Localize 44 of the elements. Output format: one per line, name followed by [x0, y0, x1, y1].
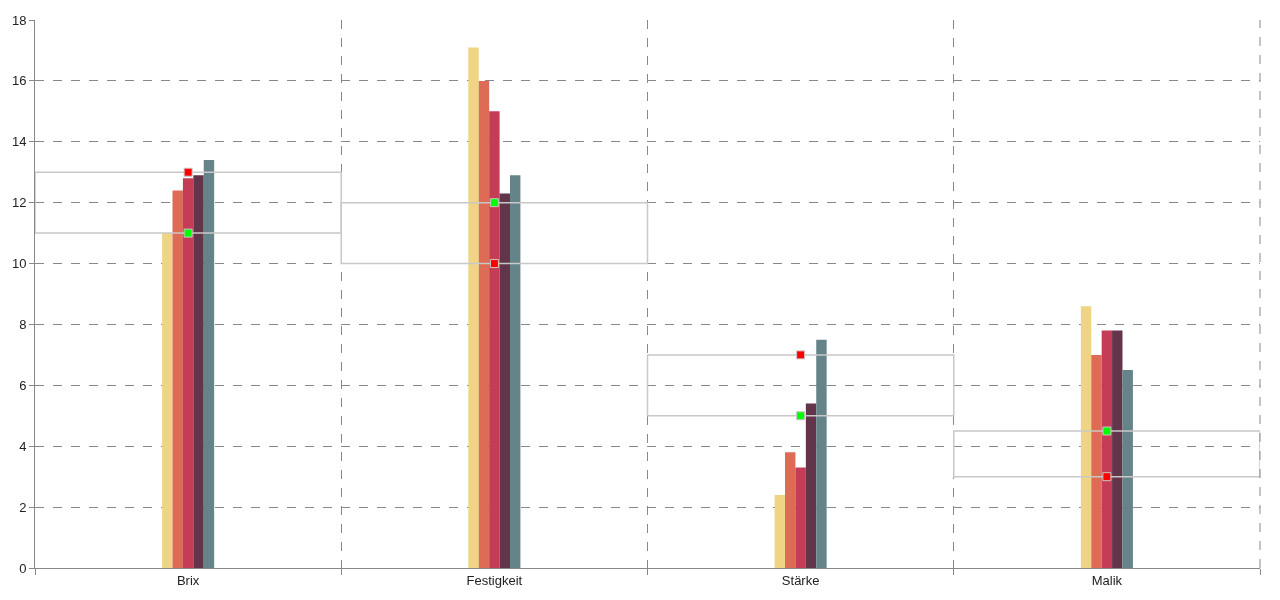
bar	[805, 403, 817, 568]
bar	[1101, 330, 1113, 568]
bar	[509, 175, 521, 568]
bar	[1080, 306, 1092, 568]
point	[183, 167, 193, 177]
bar	[193, 175, 204, 568]
x-tick-label: Stärke	[781, 572, 820, 588]
bar	[785, 452, 796, 568]
bar	[774, 494, 786, 568]
y-tick-label: 8	[19, 316, 27, 332]
point	[796, 411, 806, 421]
y-tick-label: 0	[19, 560, 27, 576]
bar	[468, 47, 479, 568]
point	[1102, 426, 1112, 436]
bar	[1112, 330, 1123, 568]
y-tick-label: 4	[19, 438, 27, 454]
bar	[203, 160, 215, 568]
bar	[646, 354, 955, 417]
bar	[1091, 354, 1102, 568]
y-tick-label: 12	[11, 195, 27, 211]
bar	[499, 193, 510, 568]
bar	[172, 190, 183, 568]
bar	[162, 233, 173, 568]
point	[1102, 472, 1112, 482]
y-tick-label: 10	[11, 256, 27, 272]
bar	[1122, 370, 1133, 568]
bar	[953, 430, 1260, 478]
point	[796, 350, 806, 360]
point	[183, 228, 193, 238]
point	[489, 259, 499, 269]
bar	[489, 111, 500, 568]
bar	[478, 80, 490, 568]
bar	[795, 467, 806, 568]
x-tick-label: Festigkeit	[466, 572, 523, 588]
x-tick-label: Malik	[1091, 572, 1123, 588]
y-tick-label: 18	[11, 12, 27, 28]
x-tick-label: Brix	[176, 572, 200, 588]
point	[489, 198, 499, 208]
y-tick-label: 14	[11, 134, 27, 150]
y-tick-label: 2	[19, 499, 27, 515]
bar	[182, 178, 194, 568]
y-tick-label: 16	[11, 73, 27, 89]
y-tick-label: 6	[19, 377, 27, 393]
bar	[816, 339, 827, 568]
